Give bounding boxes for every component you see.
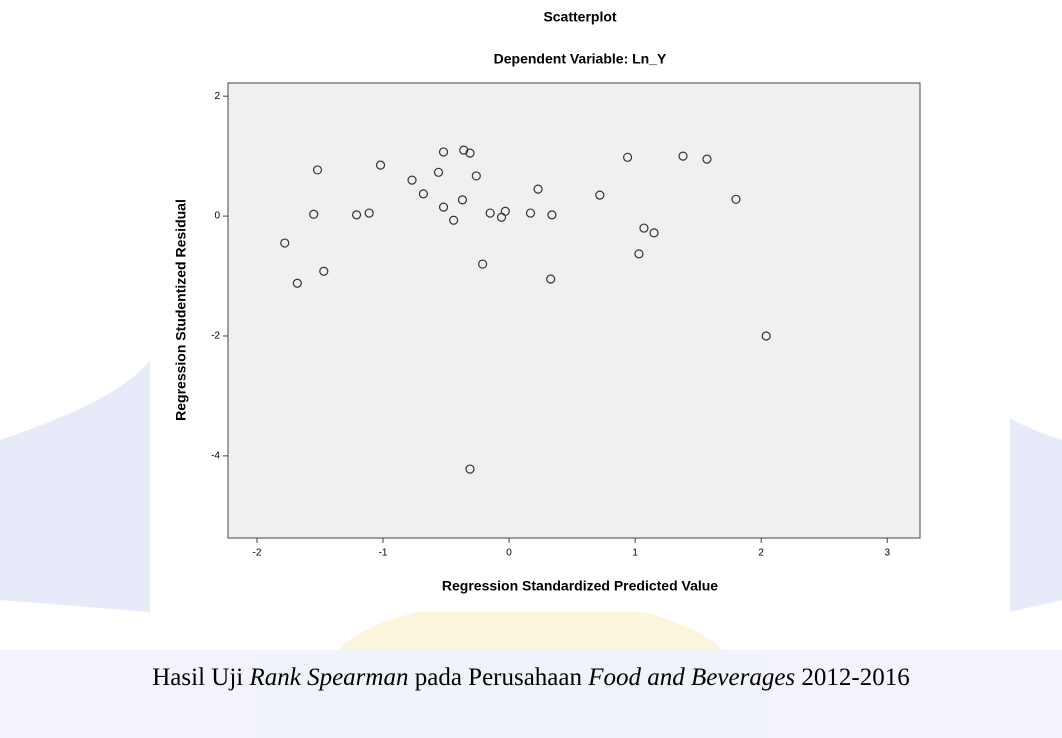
y-tick-label: -2 xyxy=(211,331,220,342)
point xyxy=(312,165,323,175)
point xyxy=(433,167,444,177)
x-tick-label: -1 xyxy=(379,548,388,559)
chart-title: Scatterplot xyxy=(543,9,616,25)
point xyxy=(471,171,481,181)
x-axis-label: Regression Standardized Predicted Value xyxy=(442,578,718,594)
point xyxy=(731,194,741,204)
point xyxy=(525,208,536,218)
x-tick-label: 2 xyxy=(758,548,764,559)
point xyxy=(292,278,302,288)
point xyxy=(465,464,475,474)
point xyxy=(465,148,475,158)
point xyxy=(547,210,557,220)
caption-italic: Food and Beverages xyxy=(588,664,796,691)
plot-area xyxy=(227,82,921,539)
point xyxy=(500,206,510,216)
y-axis-label: Regression Studentized Residual xyxy=(173,199,189,421)
caption: Hasil Uji Rank Spearman pada Perusahaan … xyxy=(0,664,1062,692)
watermark-shape xyxy=(0,360,150,612)
watermark xyxy=(0,360,1062,738)
y-tick-label: -4 xyxy=(211,451,220,462)
caption-text: Hasil Uji xyxy=(152,664,250,691)
y-tick-label: 2 xyxy=(214,91,220,102)
point xyxy=(364,208,374,218)
x-tick-label: 3 xyxy=(884,548,890,559)
point xyxy=(309,209,319,219)
y-tick-label: 0 xyxy=(214,211,220,222)
point xyxy=(678,151,688,161)
point xyxy=(639,223,649,233)
watermark-shape xyxy=(0,650,1062,738)
point xyxy=(634,249,644,259)
point xyxy=(649,228,659,238)
caption-text: pada Perusahaan xyxy=(408,664,589,691)
caption-italic: Rank Spearman xyxy=(249,664,409,691)
point xyxy=(702,154,712,164)
point xyxy=(438,147,449,157)
point xyxy=(375,160,386,170)
point xyxy=(622,152,633,162)
point xyxy=(438,202,449,212)
point xyxy=(280,238,290,248)
point xyxy=(761,331,771,341)
point xyxy=(533,184,543,194)
point xyxy=(485,208,495,218)
chart-subtitle: Dependent Variable: Ln_Y xyxy=(494,51,667,67)
point xyxy=(449,215,459,225)
point xyxy=(546,274,556,284)
chart: Scatterplot Dependent Variable: Ln_Y Reg… xyxy=(173,9,921,594)
point xyxy=(478,259,488,269)
watermark-shape xyxy=(984,360,1062,612)
x-tick-label: 1 xyxy=(632,548,638,559)
point xyxy=(351,210,362,220)
x-tick-label: 0 xyxy=(506,548,512,559)
point xyxy=(457,195,468,205)
point xyxy=(407,175,417,185)
point xyxy=(319,266,329,276)
x-tick-label: -2 xyxy=(253,548,262,559)
point xyxy=(595,190,605,200)
caption-text: 2012-2016 xyxy=(795,664,910,691)
watermark-shape xyxy=(330,600,730,738)
point xyxy=(418,189,428,199)
